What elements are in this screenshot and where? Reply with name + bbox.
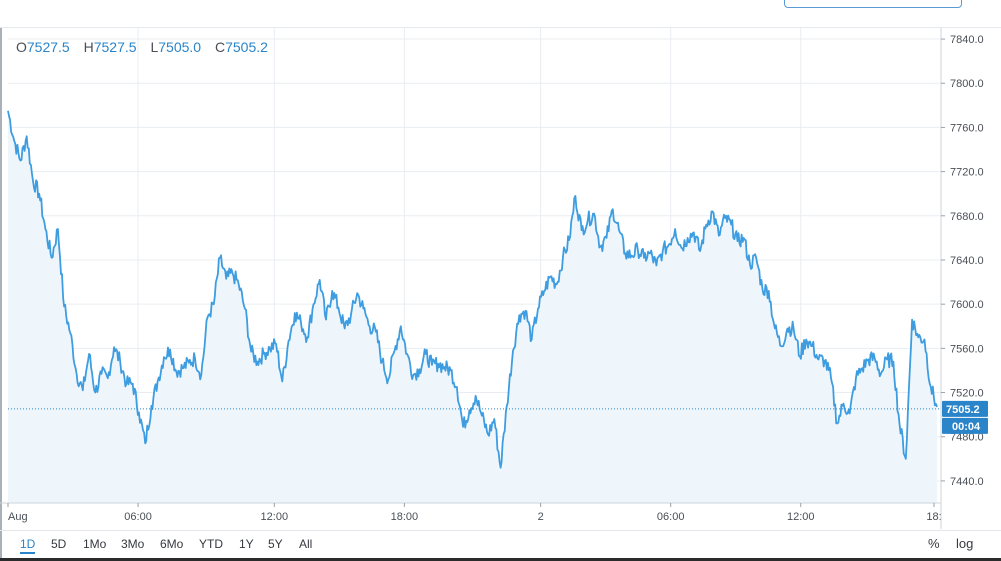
ohlc-legend: O7527.5 H7527.5 L7505.0 C7505.2 [16,39,278,55]
range-5y-button[interactable]: 5Y [268,537,283,551]
price-line [7,110,938,469]
log-scale-toggle[interactable]: log [956,536,974,551]
y-tick-label: 7560.0 [950,343,984,355]
y-tick-label: 7480.0 [950,432,984,444]
x-tick-label: Aug [8,511,28,523]
x-tick-label: 18:00 [391,511,419,523]
price-area [7,110,938,504]
price-area-fill [8,110,937,504]
last-price-label: 7505.2 [946,404,980,416]
ohlc-open: O7527.5 [16,39,70,55]
ohlc-close: C7505.2 [214,39,268,55]
range-1d-button[interactable]: 1D [20,537,36,554]
range-1y-button[interactable]: 1Y [239,537,254,551]
last-price-markers: 7505.2 00:04 [8,400,988,434]
range-5d-button[interactable]: 5D [51,537,67,551]
top-toolbar-button[interactable] [784,0,962,8]
range-ytd-button[interactable]: YTD [199,537,223,551]
y-axis[interactable]: 7440.0 7480.0 7520.0 7560.0 7600.0 7640.0 7680… [940,28,984,529]
range-toolbar: 1D 5D 1Mo 3Mo 6Mo YTD 1Y 5Y All % log [0,530,1001,561]
y-tick-label: 7520.0 [950,388,984,400]
y-tick-label: 7720.0 [950,167,984,179]
last-price-badge [942,400,988,417]
y-tick-label: 7600.0 [950,299,984,311]
y-tick-label: 7440.0 [950,476,984,488]
x-tick-label: 12:00 [787,511,815,523]
y-tick-label: 7760.0 [950,122,984,134]
countdown-label: 00:04 [952,421,981,433]
percent-scale-toggle[interactable]: % [928,536,940,551]
x-axis: Aug 06:00 12:00 18:00 2 06:00 12:00 18: [0,502,942,523]
x-tick-label: 06:00 [124,511,152,523]
y-tick-label: 7840.0 [950,34,984,46]
x-tick-label: 12:00 [261,511,289,523]
y-tick-label: 7680.0 [950,211,984,223]
x-tick-label: 18: [926,511,941,523]
ohlc-low: L7505.0 [150,39,202,55]
price-chart[interactable]: Aug 06:00 12:00 18:00 2 06:00 12:00 18: 7440.07… [0,0,1001,530]
range-1mo-button[interactable]: 1Mo [83,537,107,551]
x-tick-label: 06:00 [657,511,685,523]
left-border [0,28,2,558]
y-tick-label: 7800.0 [950,78,984,90]
y-tick-label: 7640.0 [950,255,984,267]
ohlc-high: H7527.5 [83,39,137,55]
range-6mo-button[interactable]: 6Mo [160,537,184,551]
header-divider [0,27,1001,28]
bottom-border [0,558,1001,561]
x-tick-label: 2 [538,511,544,523]
countdown-badge [942,417,988,434]
range-all-button[interactable]: All [299,537,313,551]
range-3mo-button[interactable]: 3Mo [121,537,145,551]
